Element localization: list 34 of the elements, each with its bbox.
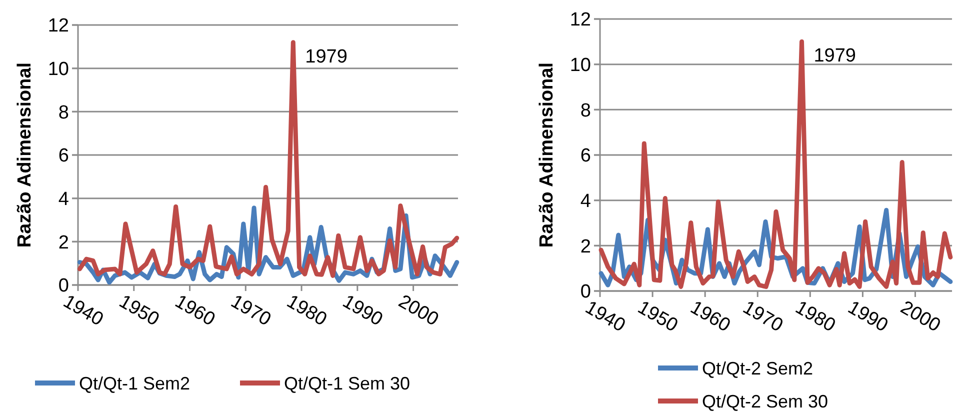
x-tick-label: 1990: [338, 291, 386, 330]
line-series: [77, 40, 460, 278]
y-tick-label: 12: [570, 10, 591, 31]
x-tick-label: 2000: [896, 297, 944, 336]
y-tick-label: 10: [570, 54, 591, 76]
legend-label: Qt/Qt-1 Sem 30: [284, 373, 410, 394]
y-tick-label: 12: [48, 16, 69, 37]
y-tick-label: 2: [58, 232, 69, 254]
x-tick-label: 1960: [171, 291, 218, 330]
y-axis-title: Razão Adimensional: [536, 62, 558, 248]
y-tick-label: 6: [58, 146, 69, 167]
x-tick-label: 1950: [634, 297, 682, 336]
x-tick-label: 1960: [686, 297, 734, 336]
y-tick-label: 6: [580, 146, 591, 167]
x-tick-label: 1950: [115, 291, 162, 330]
legend-label: Qt/Qt-2 Sem 30: [702, 391, 828, 412]
x-tick-label: 1980: [283, 291, 330, 330]
line-series: [598, 39, 953, 289]
x-tick-label: 1980: [792, 297, 839, 336]
x-tick-label: 2000: [394, 291, 442, 330]
annotation: 1979: [305, 46, 348, 68]
y-tick-label: 8: [580, 100, 591, 122]
y-axis-title: Razão Adimensional: [14, 62, 36, 248]
y-tick-label: 10: [48, 58, 69, 80]
x-tick-label: 1990: [844, 297, 892, 336]
annotation: 1979: [814, 46, 856, 67]
y-tick-label: 2: [580, 236, 591, 258]
legend-label: Qt/Qt-2 Sem2: [702, 358, 814, 378]
y-tick-label: 8: [58, 102, 69, 124]
y-tick-label: 4: [58, 188, 70, 210]
y-tick-label: 4: [580, 190, 592, 212]
x-tick-label: 1970: [739, 297, 786, 336]
x-tick-label: 1970: [227, 291, 274, 330]
legend-label: Qt/Qt-1 Sem2: [79, 373, 190, 394]
